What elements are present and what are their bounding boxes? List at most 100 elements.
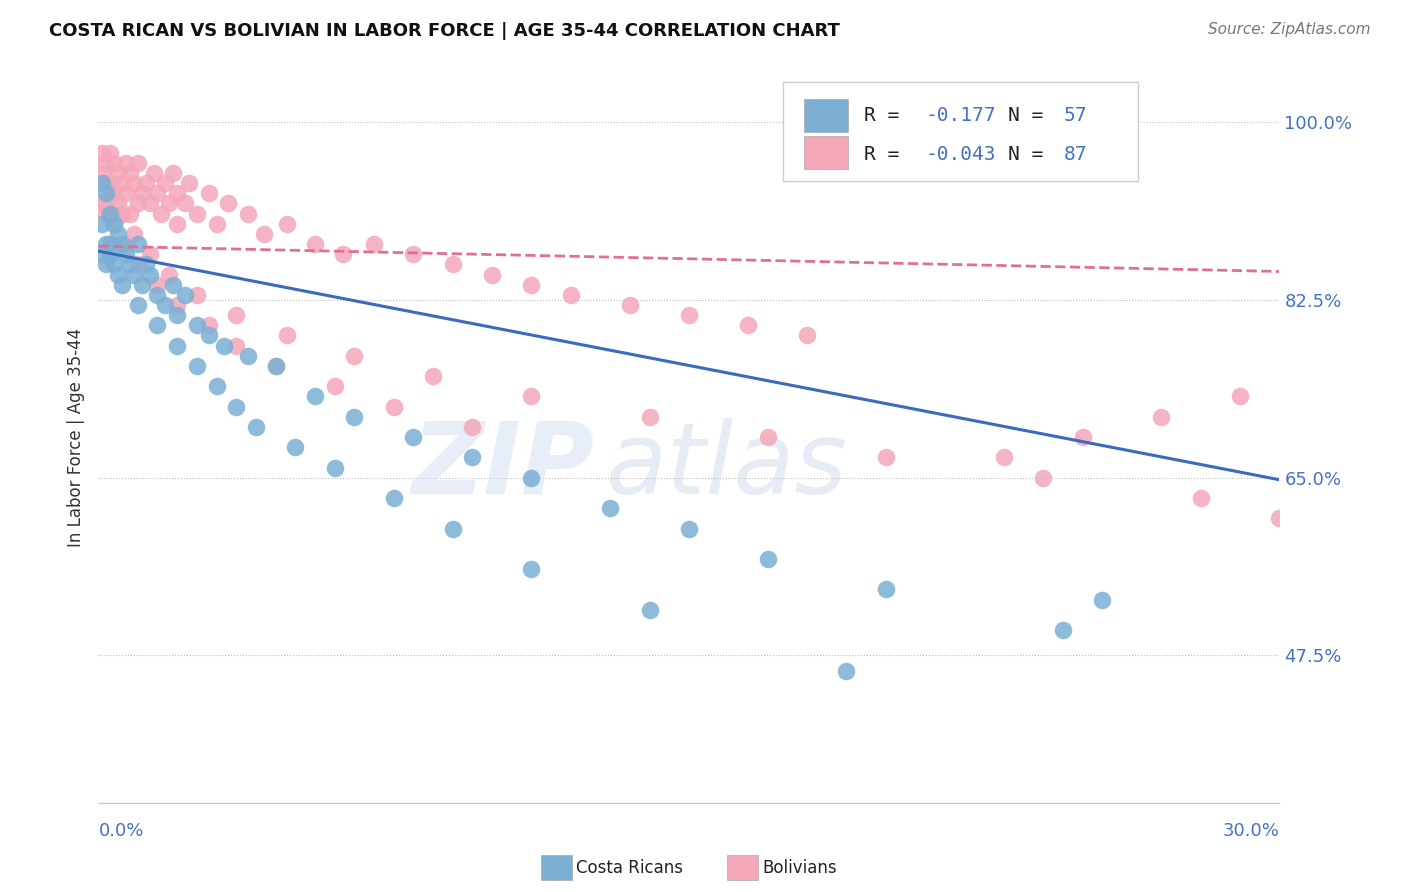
- Point: [756, 552, 779, 566]
- Point: [619, 298, 641, 312]
- Point: [146, 186, 169, 201]
- Point: [737, 318, 759, 333]
- Point: [276, 217, 298, 231]
- Point: [96, 257, 118, 271]
- Point: [638, 603, 661, 617]
- Point: [118, 206, 141, 220]
- Point: [135, 257, 157, 271]
- Point: [520, 471, 543, 485]
- Point: [96, 206, 118, 220]
- Point: [186, 359, 208, 373]
- Point: [122, 176, 145, 190]
- Point: [131, 186, 153, 201]
- Point: [135, 176, 157, 190]
- Point: [111, 277, 134, 292]
- Point: [875, 582, 897, 597]
- Point: [276, 328, 298, 343]
- Point: [118, 257, 141, 271]
- Point: [155, 298, 177, 312]
- Text: R =: R =: [863, 145, 911, 163]
- Point: [304, 237, 326, 252]
- Point: [98, 186, 121, 201]
- Point: [146, 318, 169, 333]
- Point: [111, 206, 134, 220]
- Point: [481, 268, 503, 282]
- Point: [245, 420, 267, 434]
- Text: COSTA RICAN VS BOLIVIAN IN LABOR FORCE | AGE 35-44 CORRELATION CHART: COSTA RICAN VS BOLIVIAN IN LABOR FORCE |…: [49, 22, 841, 40]
- Point: [441, 257, 464, 271]
- Point: [96, 237, 118, 252]
- Point: [236, 206, 259, 220]
- Text: 57: 57: [1063, 106, 1087, 125]
- Point: [461, 450, 484, 465]
- Text: -0.043: -0.043: [925, 145, 995, 163]
- Point: [91, 176, 114, 190]
- Point: [678, 308, 700, 322]
- Point: [441, 521, 464, 535]
- Point: [146, 288, 169, 302]
- Y-axis label: In Labor Force | Age 35-44: In Labor Force | Age 35-44: [66, 327, 84, 547]
- Point: [91, 247, 114, 261]
- Point: [107, 196, 129, 211]
- Point: [1229, 389, 1251, 403]
- Point: [1032, 471, 1054, 485]
- Point: [111, 237, 134, 252]
- Point: [107, 166, 129, 180]
- Point: [217, 196, 239, 211]
- Point: [96, 156, 118, 170]
- Point: [197, 328, 219, 343]
- Point: [122, 268, 145, 282]
- Point: [103, 217, 125, 231]
- Point: [323, 379, 346, 393]
- Text: R =: R =: [863, 106, 911, 125]
- Point: [284, 440, 307, 454]
- Point: [91, 166, 114, 180]
- Point: [115, 247, 138, 261]
- Point: [197, 318, 219, 333]
- Point: [127, 298, 149, 312]
- Point: [1268, 511, 1291, 525]
- Point: [520, 277, 543, 292]
- Point: [177, 176, 200, 190]
- Point: [382, 491, 405, 505]
- Point: [461, 420, 484, 434]
- FancyBboxPatch shape: [803, 136, 848, 169]
- Point: [98, 237, 121, 252]
- Point: [343, 349, 366, 363]
- Point: [91, 196, 114, 211]
- Point: [323, 460, 346, 475]
- Point: [304, 389, 326, 403]
- Point: [118, 166, 141, 180]
- Point: [332, 247, 354, 261]
- Point: [162, 277, 184, 292]
- Point: [138, 268, 160, 282]
- Point: [1091, 592, 1114, 607]
- FancyBboxPatch shape: [783, 82, 1137, 181]
- Point: [127, 237, 149, 252]
- Point: [166, 338, 188, 352]
- Point: [382, 400, 405, 414]
- Point: [363, 237, 385, 252]
- Point: [142, 166, 165, 180]
- Point: [1052, 623, 1074, 637]
- Text: 0.0%: 0.0%: [98, 822, 143, 839]
- Text: N =: N =: [1008, 106, 1054, 125]
- Text: Source: ZipAtlas.com: Source: ZipAtlas.com: [1208, 22, 1371, 37]
- Point: [756, 430, 779, 444]
- Point: [103, 156, 125, 170]
- Point: [138, 196, 160, 211]
- Point: [1071, 430, 1094, 444]
- Point: [111, 206, 134, 220]
- Text: Costa Ricans: Costa Ricans: [576, 859, 683, 877]
- FancyBboxPatch shape: [803, 99, 848, 132]
- Point: [96, 196, 118, 211]
- Point: [875, 450, 897, 465]
- Point: [678, 521, 700, 535]
- Point: [107, 227, 129, 241]
- Point: [115, 156, 138, 170]
- Point: [115, 186, 138, 201]
- Text: N =: N =: [1008, 145, 1054, 163]
- Point: [236, 349, 259, 363]
- Point: [96, 176, 118, 190]
- Point: [835, 664, 858, 678]
